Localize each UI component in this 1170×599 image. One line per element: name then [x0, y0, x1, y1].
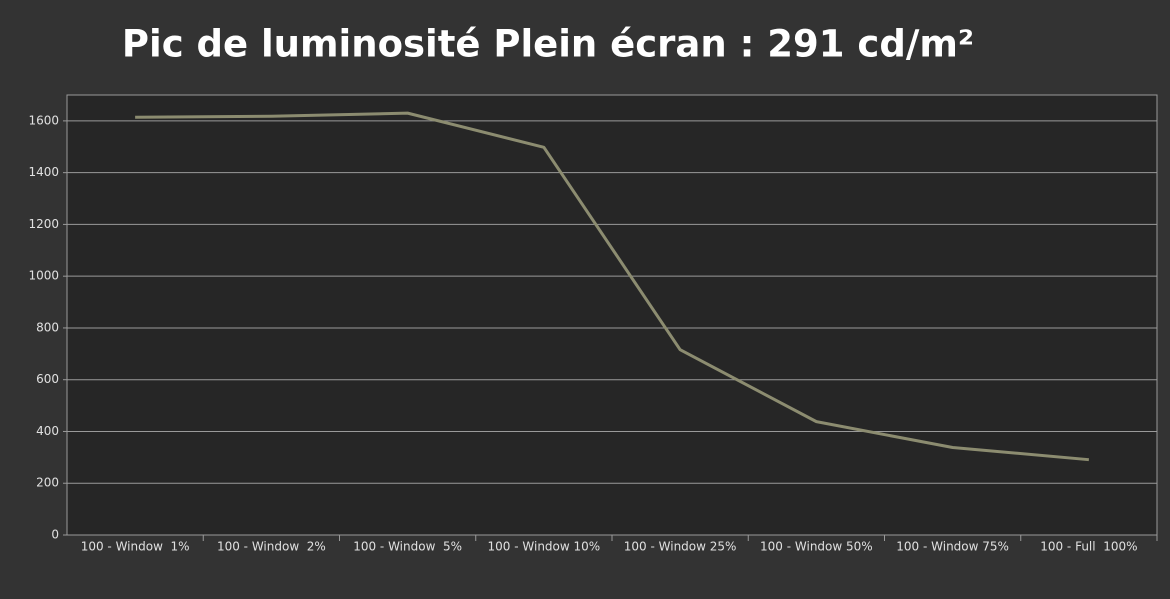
y-tick-label: 0	[51, 528, 59, 542]
x-tick-label: 100 - Full 100%	[1040, 540, 1137, 554]
y-tick-label: 1000	[28, 269, 59, 283]
x-tick-label: 100 - Window 2%	[217, 540, 326, 554]
x-tick-label: 100 - Window 25%	[624, 540, 737, 554]
x-tick-label: 100 - Window 10%	[488, 540, 601, 554]
x-tick-label: 100 - Window 50%	[760, 540, 873, 554]
y-tick-label: 1200	[28, 217, 59, 231]
x-tick-label: 100 - Window 1%	[81, 540, 190, 554]
data-line	[135, 111, 1090, 462]
y-tick-label: 1600	[28, 113, 59, 127]
y-tick-label: 1400	[28, 165, 59, 179]
plot-area	[66, 94, 1158, 536]
y-tick-label: 200	[36, 476, 59, 490]
chart-title: Pic de luminosité Plein écran : 291 cd/m…	[122, 23, 974, 66]
x-tick-label: 100 - Window 75%	[896, 540, 1009, 554]
y-tick-label: 800	[36, 320, 59, 334]
y-tick-label: 400	[36, 424, 59, 438]
y-tick-label: 600	[36, 372, 59, 386]
x-tick-label: 100 - Window 5%	[353, 540, 462, 554]
